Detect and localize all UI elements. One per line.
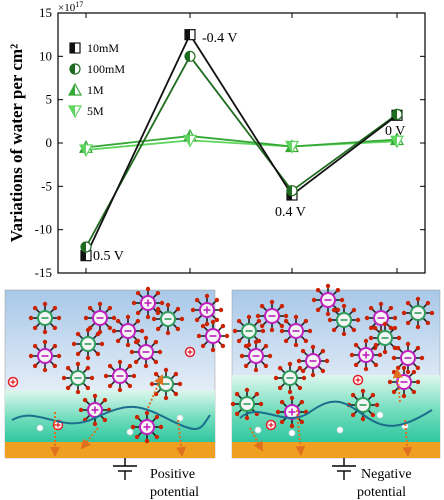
y-exponent-label: ×1017 [58, 0, 83, 14]
y-tick-label: 0 [46, 135, 53, 150]
legend-label: 10mM [87, 41, 119, 55]
hydrated-ion-left-8 [129, 335, 163, 369]
data-point-100mM [286, 185, 298, 197]
data-point-5M [182, 134, 198, 148]
y-ticks: -15 -10 -5 0 5 10 15 [35, 5, 425, 280]
water-dot [176, 414, 184, 422]
series-lines [85, 32, 398, 257]
hydrated-ion-right-3 [364, 301, 398, 335]
data-point-100mM [80, 241, 92, 253]
y-tick-label: 10 [39, 48, 52, 63]
hydrated-ion-right-12 [273, 361, 307, 395]
data-point-5M [389, 135, 405, 149]
water-dot [126, 428, 134, 436]
hydrated-ion-right-8 [239, 339, 273, 373]
legend-entry-1M [67, 82, 83, 96]
point-label: -0.4 V [202, 31, 238, 46]
hydrated-ion-right-15 [275, 395, 309, 429]
hydrated-ion-left-6 [196, 319, 230, 353]
hydrated-ion-right-5 [232, 314, 266, 348]
electrode-left [5, 442, 215, 458]
series-markers [78, 29, 405, 262]
water-dot [288, 429, 296, 437]
series-line-1M [85, 135, 398, 149]
point-label: 0.5 V [93, 249, 124, 264]
water-dot [254, 426, 262, 434]
wave-left [11, 406, 211, 430]
hydrated-ion-left-4 [190, 293, 224, 327]
hydrated-ion-left-12 [149, 367, 183, 401]
dotted-arrows [50, 368, 413, 457]
hydrated-ion-left-14 [130, 410, 164, 444]
hydrated-ion-right-11 [391, 341, 425, 375]
caption-positive-line2: potential [150, 485, 199, 500]
water-waves [11, 400, 433, 430]
line-chart: ×1017 Variations of water per cm² -15 -10… [7, 0, 426, 280]
water-dot [376, 411, 384, 419]
hydrated-ion-left-7 [71, 327, 105, 361]
hydrated-ion-left-1 [28, 301, 62, 335]
hydrated-ion-right-10 [296, 344, 330, 378]
data-point-10mM [184, 29, 196, 41]
y-tick-label: -10 [35, 222, 52, 237]
hydrated-ion-right-14 [387, 365, 421, 399]
hydrated-ion-right-6 [279, 314, 313, 348]
hydrated-ion-left-3 [151, 302, 185, 336]
hydrated-ion-right-7 [368, 321, 402, 355]
panel-positive [4, 289, 216, 459]
cation-right-1 [352, 374, 364, 386]
cation-left-2 [7, 376, 19, 388]
battery-left [113, 458, 137, 480]
hydrated-ion-left-11 [61, 361, 95, 395]
hydrated-ion-right-9 [349, 338, 383, 372]
legend: 10mM 100mM 1M 5M [67, 41, 125, 119]
data-point-5M [284, 140, 300, 154]
point-labels: 0.5 V -0.4 V 0.4 V 0 V [93, 31, 405, 264]
water-dot [36, 424, 44, 432]
series-line-10mM [85, 32, 398, 257]
ion-molecules [7, 283, 435, 444]
data-point-5M [78, 144, 94, 158]
point-label: 0 V [385, 124, 405, 139]
hydrated-ion-left-0 [131, 286, 165, 320]
hydrated-ion-right-2 [327, 303, 361, 337]
hydrated-ion-right-4 [401, 296, 435, 330]
hydrated-ion-right-0 [311, 283, 345, 317]
y-tick-label: -15 [35, 265, 52, 280]
cation-left-1 [184, 346, 196, 358]
legend-label: 1M [87, 83, 104, 97]
battery-right [332, 458, 356, 480]
schematic-panels: Positive potential Negative potential [4, 283, 441, 500]
y-axis-label: Variations of water per cm² [7, 44, 26, 242]
hydrated-ion-right-16 [346, 388, 380, 422]
data-point-100mM [184, 50, 196, 62]
hydrated-ion-left-9 [28, 339, 62, 373]
y-tick-label: 5 [46, 92, 53, 107]
data-point-100mM [391, 108, 403, 121]
y-tick-label: 15 [39, 5, 52, 20]
cation-right-2 [265, 419, 277, 431]
hydrated-ion-left-10 [103, 359, 137, 393]
legend-label: 5M [87, 104, 104, 118]
caption-negative-line1: Negative [361, 467, 412, 482]
caption-negative-line2: potential [357, 485, 406, 500]
hydrated-ion-right-13 [230, 387, 264, 421]
y-tick-label: -5 [41, 178, 52, 193]
series-line-100mM [85, 54, 398, 248]
wave-right [239, 400, 433, 427]
legend-entry-10mM [69, 42, 81, 54]
water-dot [336, 426, 344, 434]
point-label: 0.4 V [275, 205, 306, 220]
hydrated-ion-left-5 [111, 314, 145, 348]
legend-entry-100mM [69, 63, 81, 75]
caption-positive-line1: Positive [150, 467, 195, 482]
hydrated-ion-left-13 [78, 393, 112, 427]
legend-label: 100mM [87, 62, 125, 76]
electrode-right [232, 442, 440, 458]
hydrated-ion-right-1 [255, 299, 289, 333]
legend-entry-5M [67, 105, 83, 119]
